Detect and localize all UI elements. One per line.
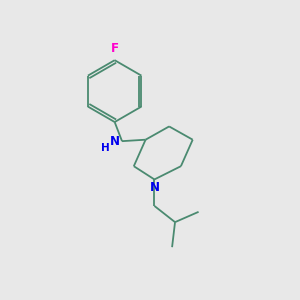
Text: F: F bbox=[111, 42, 119, 55]
Text: N: N bbox=[110, 135, 120, 148]
Text: N: N bbox=[149, 181, 159, 194]
Text: H: H bbox=[101, 142, 110, 153]
